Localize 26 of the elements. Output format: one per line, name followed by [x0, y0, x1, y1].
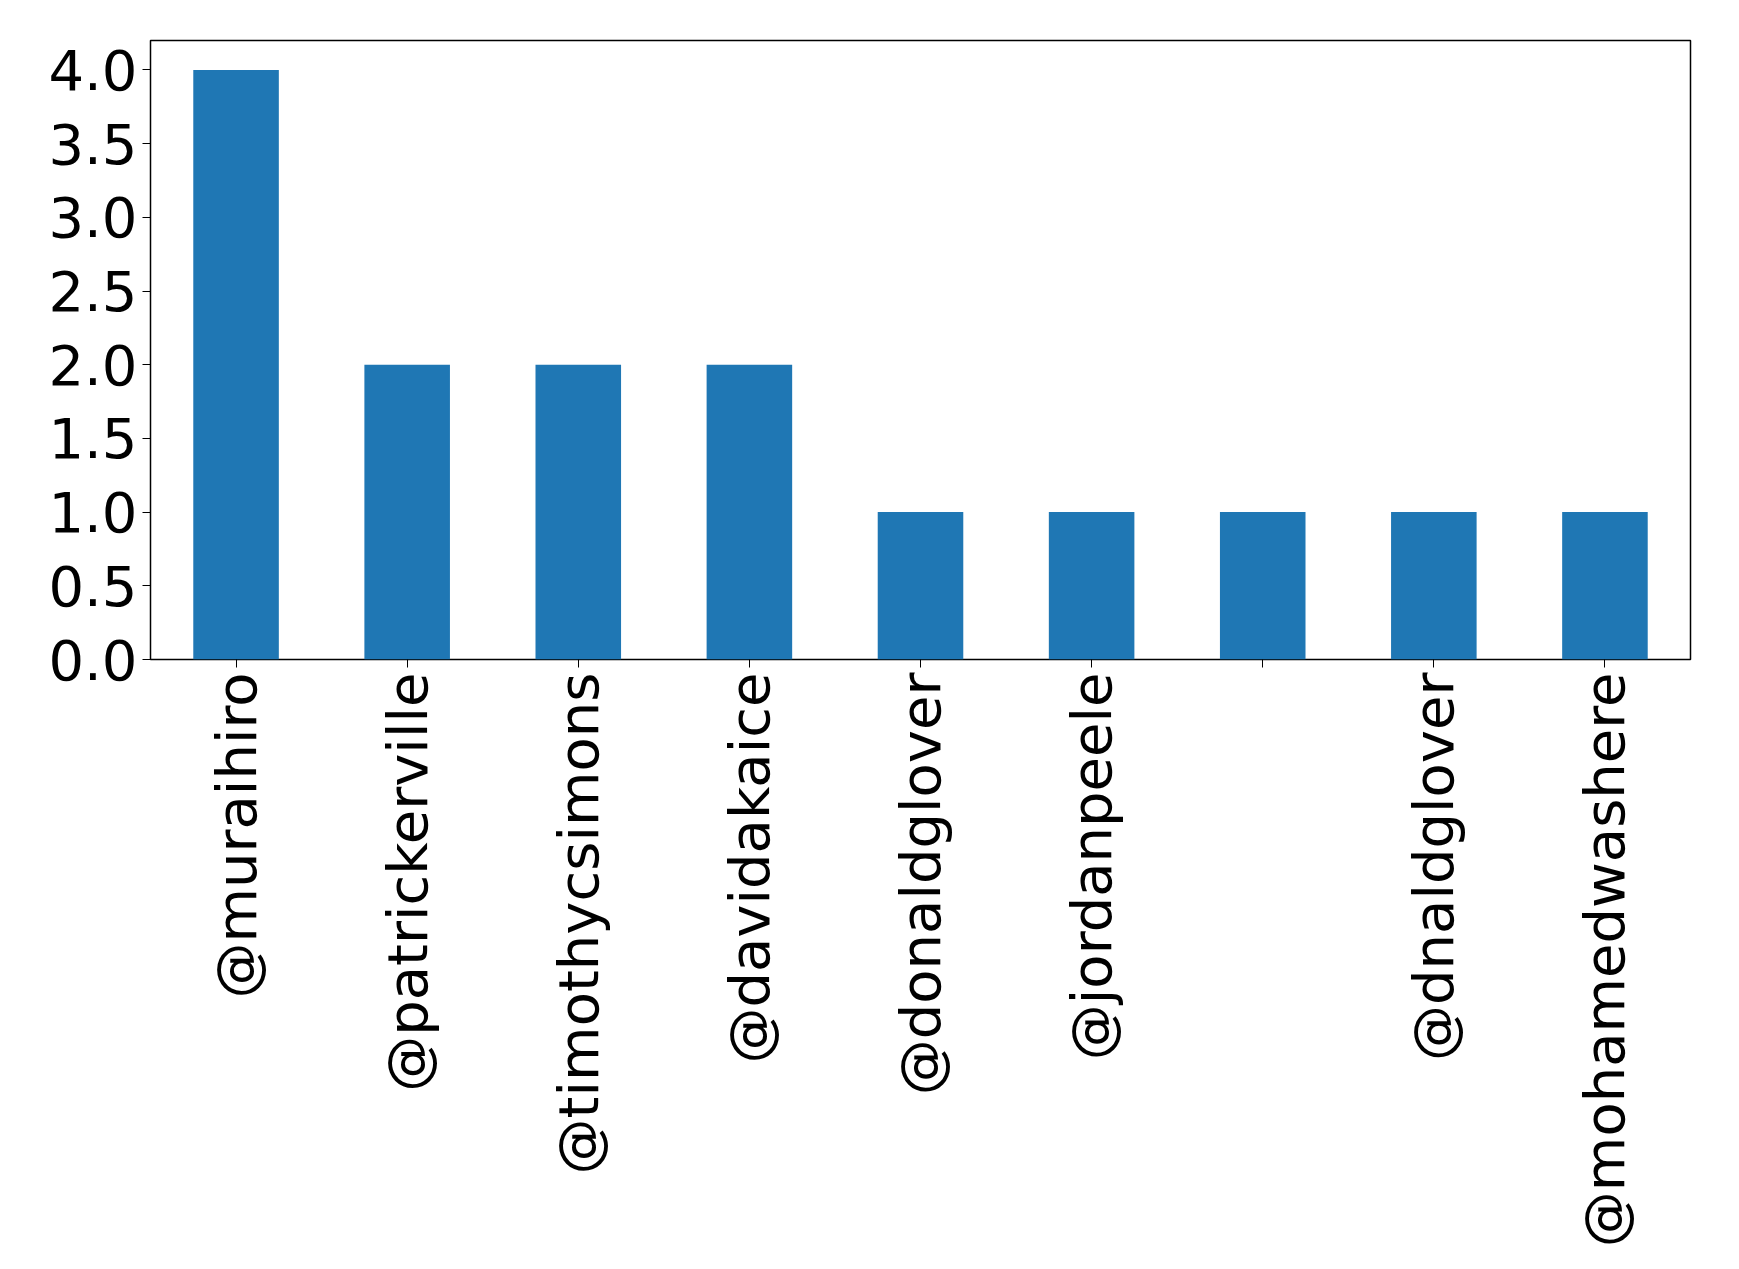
bar	[1391, 512, 1477, 660]
x-tick-label: @donaldglover	[888, 671, 953, 1096]
x-tick-label: @patrickerville	[374, 672, 440, 1092]
x-tick-label: @dnaldglover	[1401, 671, 1467, 1061]
y-tick-label: 3.0	[48, 185, 138, 251]
y-tick-label: 4.0	[48, 37, 138, 103]
x-tick-label: @mohamedwashere	[1572, 672, 1638, 1248]
y-tick-label: 2.5	[48, 259, 138, 325]
y-tick-label: 0.0	[48, 627, 138, 693]
y-tick-label: 3.5	[48, 111, 138, 177]
y-tick-label: 2.0	[48, 332, 138, 398]
y-tick-label: 1.0	[48, 480, 138, 546]
bar	[193, 69, 279, 660]
bar	[877, 512, 964, 660]
y-tick-label: 1.5	[48, 406, 138, 472]
bar	[706, 364, 793, 660]
bar	[535, 364, 622, 660]
x-tick-label: @timothycsimons	[545, 672, 611, 1175]
y-tick-label: 0.5	[48, 553, 138, 619]
bar	[364, 364, 450, 660]
x-tick-label: @muraihiro	[203, 672, 269, 999]
x-tick-label: @jordanpeele	[1059, 672, 1125, 1061]
bar	[1562, 512, 1648, 660]
bar	[1219, 512, 1306, 660]
bar	[1048, 512, 1135, 660]
x-tick-label: @davidakaice	[716, 672, 782, 1064]
